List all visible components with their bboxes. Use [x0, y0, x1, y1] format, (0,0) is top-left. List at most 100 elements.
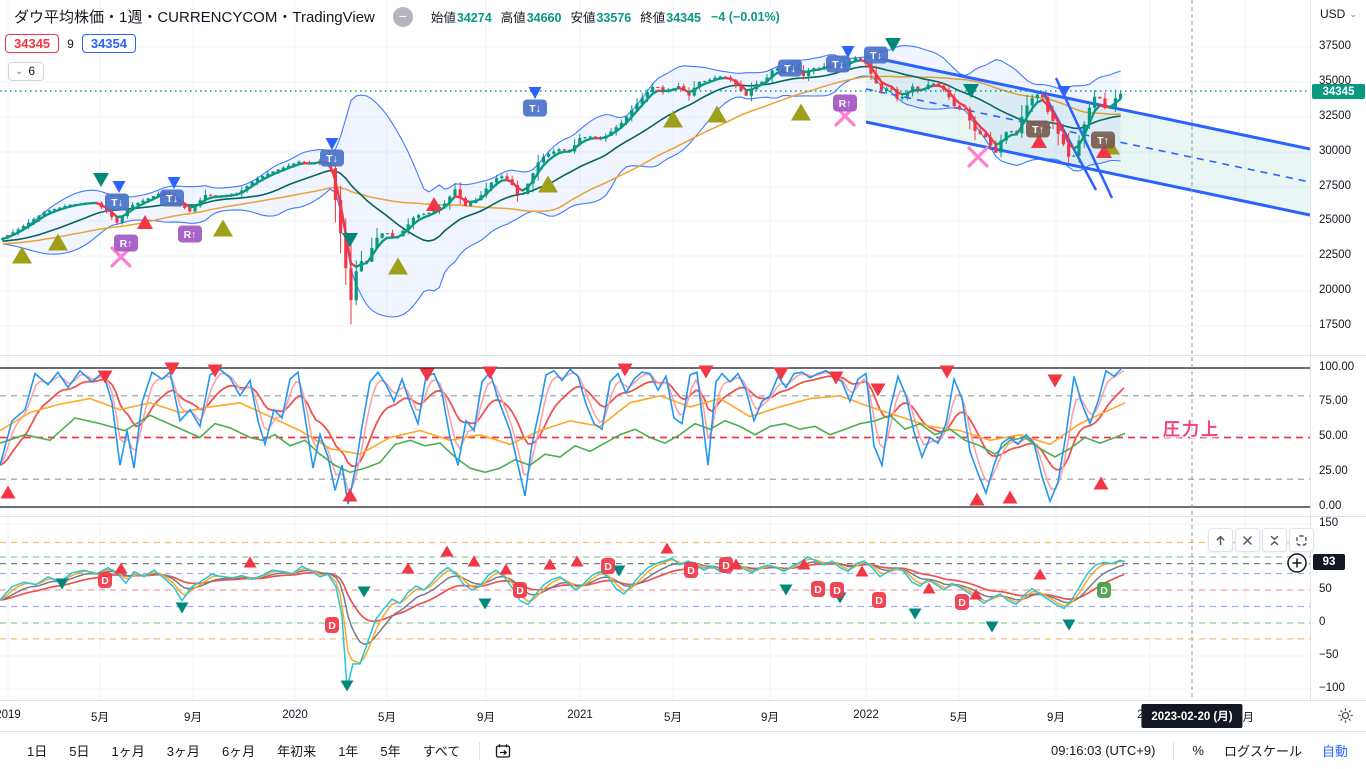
move-pane-up-button[interactable]	[1208, 528, 1233, 552]
overbought-triangle-icon[interactable]	[1048, 375, 1063, 388]
close-pane-button[interactable]	[1235, 528, 1260, 552]
overbought-triangle-icon[interactable]	[699, 366, 714, 379]
sell-price-badge[interactable]: 34345	[5, 34, 59, 53]
time-tick: 5月	[950, 709, 968, 725]
candle-body	[963, 109, 966, 110]
candle-body	[417, 215, 420, 218]
rci-bottom-triangle-icon[interactable]	[341, 681, 354, 692]
sell-signal-triangle-icon[interactable]	[93, 173, 109, 187]
rci-long-line	[0, 564, 1124, 621]
trend-up-badge-label: T↑	[1097, 135, 1109, 147]
crosshair-date-tooltip: 2023-02-20 (月)	[1141, 704, 1242, 728]
axis-tick: 50.00	[1319, 430, 1348, 442]
buy-signal-triangle-icon[interactable]	[791, 104, 811, 121]
rci-top-triangle-icon[interactable]	[923, 583, 936, 594]
range-button[interactable]: 5年	[369, 737, 411, 764]
dead-cross-badge-label: D	[875, 595, 883, 607]
log-scale-button[interactable]: ログスケール	[1214, 741, 1312, 760]
overbought-triangle-icon[interactable]	[618, 364, 633, 377]
axis-tick: 75.00	[1319, 395, 1348, 407]
rci-bottom-triangle-icon[interactable]	[479, 599, 492, 610]
buy-signal-triangle-icon[interactable]	[213, 220, 233, 237]
range-button[interactable]: 1日	[16, 737, 58, 764]
chevron-down-icon: ⌄	[15, 66, 23, 77]
candle-body	[552, 151, 555, 153]
collapse-pane-button[interactable]	[1262, 528, 1287, 552]
time-scale[interactable]: 20195月9月20205月9月20215月9月20225月9月20235月 2…	[0, 701, 1366, 731]
clock-label[interactable]: 09:16:03 (UTC+9)	[1041, 743, 1165, 758]
candle-body	[563, 149, 566, 150]
buy-price-badge[interactable]: 34354	[82, 34, 136, 53]
rci-top-triangle-icon[interactable]	[661, 543, 674, 554]
rci-top-triangle-icon[interactable]	[500, 564, 513, 575]
overbought-triangle-icon[interactable]	[940, 366, 955, 379]
overbought-triangle-icon[interactable]	[165, 363, 180, 376]
oversold-triangle-icon[interactable]	[1, 486, 16, 499]
candle-body	[880, 84, 883, 91]
axis-tick: 27500	[1319, 180, 1351, 192]
auto-scale-button[interactable]: 自動	[1312, 741, 1352, 760]
candle-body	[557, 149, 560, 151]
close-signal-x-icon[interactable]	[969, 148, 987, 166]
trend-up-badge-label: T↑	[1032, 124, 1044, 136]
range-button[interactable]: 3ヶ月	[156, 737, 211, 764]
reversal-up-badge-label: R↑	[184, 229, 197, 241]
candle-body	[422, 214, 425, 215]
axis-tick: 37500	[1319, 40, 1351, 52]
axis-tick: 22500	[1319, 249, 1351, 261]
currency-label: USD	[1320, 7, 1345, 21]
oversold-triangle-icon[interactable]	[343, 489, 358, 502]
candle-body	[656, 87, 659, 88]
range-button[interactable]: 1ヶ月	[100, 737, 155, 764]
currency-selector[interactable]: USD ⌄	[1320, 7, 1357, 21]
rci-bottom-triangle-icon[interactable]	[986, 622, 999, 633]
time-tick: 5月	[378, 709, 396, 725]
overbought-triangle-icon[interactable]	[774, 368, 789, 381]
indicator-collapse-button[interactable]: ⌄ 6	[8, 62, 44, 81]
oversold-triangle-icon[interactable]	[1094, 477, 1109, 490]
rci-bottom-triangle-icon[interactable]	[358, 587, 371, 598]
candle-body	[547, 154, 550, 157]
symbol-title[interactable]: ダウ平均株価・1週・CURRENCYCOM・TradingView	[14, 6, 375, 27]
range-button[interactable]: 6ヶ月	[211, 737, 266, 764]
rci-top-triangle-icon[interactable]	[244, 557, 257, 568]
add-order-button[interactable]	[1286, 552, 1308, 579]
minimize-legend-icon[interactable]: −	[393, 7, 413, 27]
candle-body	[542, 157, 545, 163]
settings-gear-icon[interactable]	[1337, 707, 1354, 729]
oversold-triangle-icon[interactable]	[970, 493, 985, 506]
percent-scale-button[interactable]: %	[1182, 743, 1214, 758]
ohlc-value: 34660	[527, 11, 562, 25]
go-to-date-button[interactable]	[488, 742, 518, 760]
pane-separator[interactable]	[0, 516, 1366, 517]
maximize-pane-button[interactable]	[1289, 528, 1314, 552]
trend-down-badge-label: T↓	[832, 59, 844, 71]
range-button[interactable]: すべて	[412, 737, 472, 764]
sell-marker-triangle-icon[interactable]	[529, 87, 542, 99]
candle-body	[979, 131, 982, 134]
oscillator-value-label: 93	[1313, 554, 1345, 570]
rci-signal-line	[0, 559, 1124, 663]
dead-cross-badge-label: D	[814, 584, 822, 596]
range-button[interactable]: 1年	[327, 737, 369, 764]
range-button[interactable]: 5日	[58, 737, 100, 764]
collapse-icon	[1267, 533, 1282, 548]
pane-separator[interactable]	[0, 355, 1366, 356]
reversal-up-badge-label: R↑	[839, 98, 852, 110]
oversold-triangle-icon[interactable]	[1003, 491, 1018, 504]
ohlc-label: 安値	[570, 11, 595, 25]
rci-bottom-triangle-icon[interactable]	[909, 609, 922, 620]
candle-body	[349, 268, 352, 300]
maximize-icon	[1294, 533, 1309, 548]
rci-bottom-triangle-icon[interactable]	[1063, 620, 1076, 631]
candle-body	[703, 81, 706, 82]
rci-top-triangle-icon[interactable]	[441, 546, 454, 557]
rci-bottom-triangle-icon[interactable]	[176, 603, 189, 614]
rci-top-triangle-icon[interactable]	[856, 566, 869, 577]
time-tick: 2019	[0, 709, 21, 721]
candle-body	[1072, 156, 1075, 157]
range-button[interactable]: 年初来	[266, 737, 327, 764]
